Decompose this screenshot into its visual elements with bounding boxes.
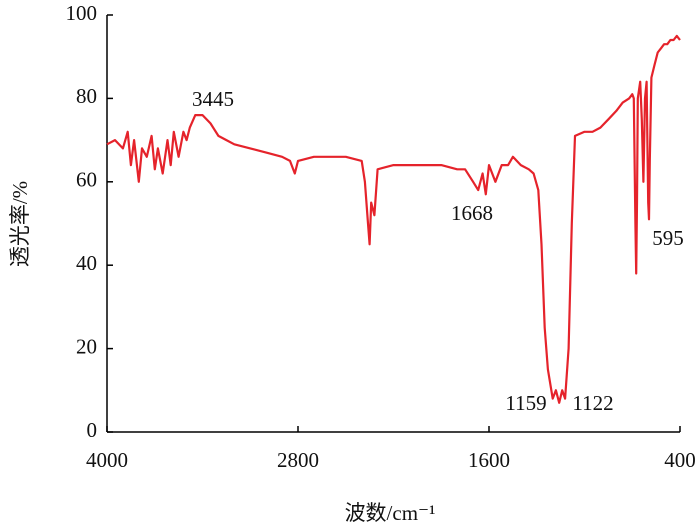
y-tick-label: 20 [76, 334, 97, 358]
peak-annotation: 595 [652, 226, 684, 250]
x-axis-label: 波数/cm⁻¹ [345, 501, 436, 525]
spectrum-line [106, 34, 681, 404]
peak-annotation: 1668 [451, 201, 493, 225]
peak-annotation: 1159 [505, 391, 546, 415]
x-tick-label: 2800 [277, 448, 319, 472]
x-tick-label: 1600 [468, 448, 510, 472]
peak-annotation: 3445 [192, 87, 234, 111]
peak-annotation: 1122 [572, 391, 613, 415]
y-tick-label: 60 [76, 168, 97, 192]
y-tick-label: 80 [76, 84, 97, 108]
x-tick-label: 4000 [86, 448, 128, 472]
y-tick-label: 40 [76, 251, 97, 275]
y-tick-label: 100 [66, 1, 98, 25]
y-tick-label: 0 [87, 418, 98, 442]
x-tick-label: 400 [664, 448, 696, 472]
y-axis-label: 透光率/% [8, 181, 32, 267]
